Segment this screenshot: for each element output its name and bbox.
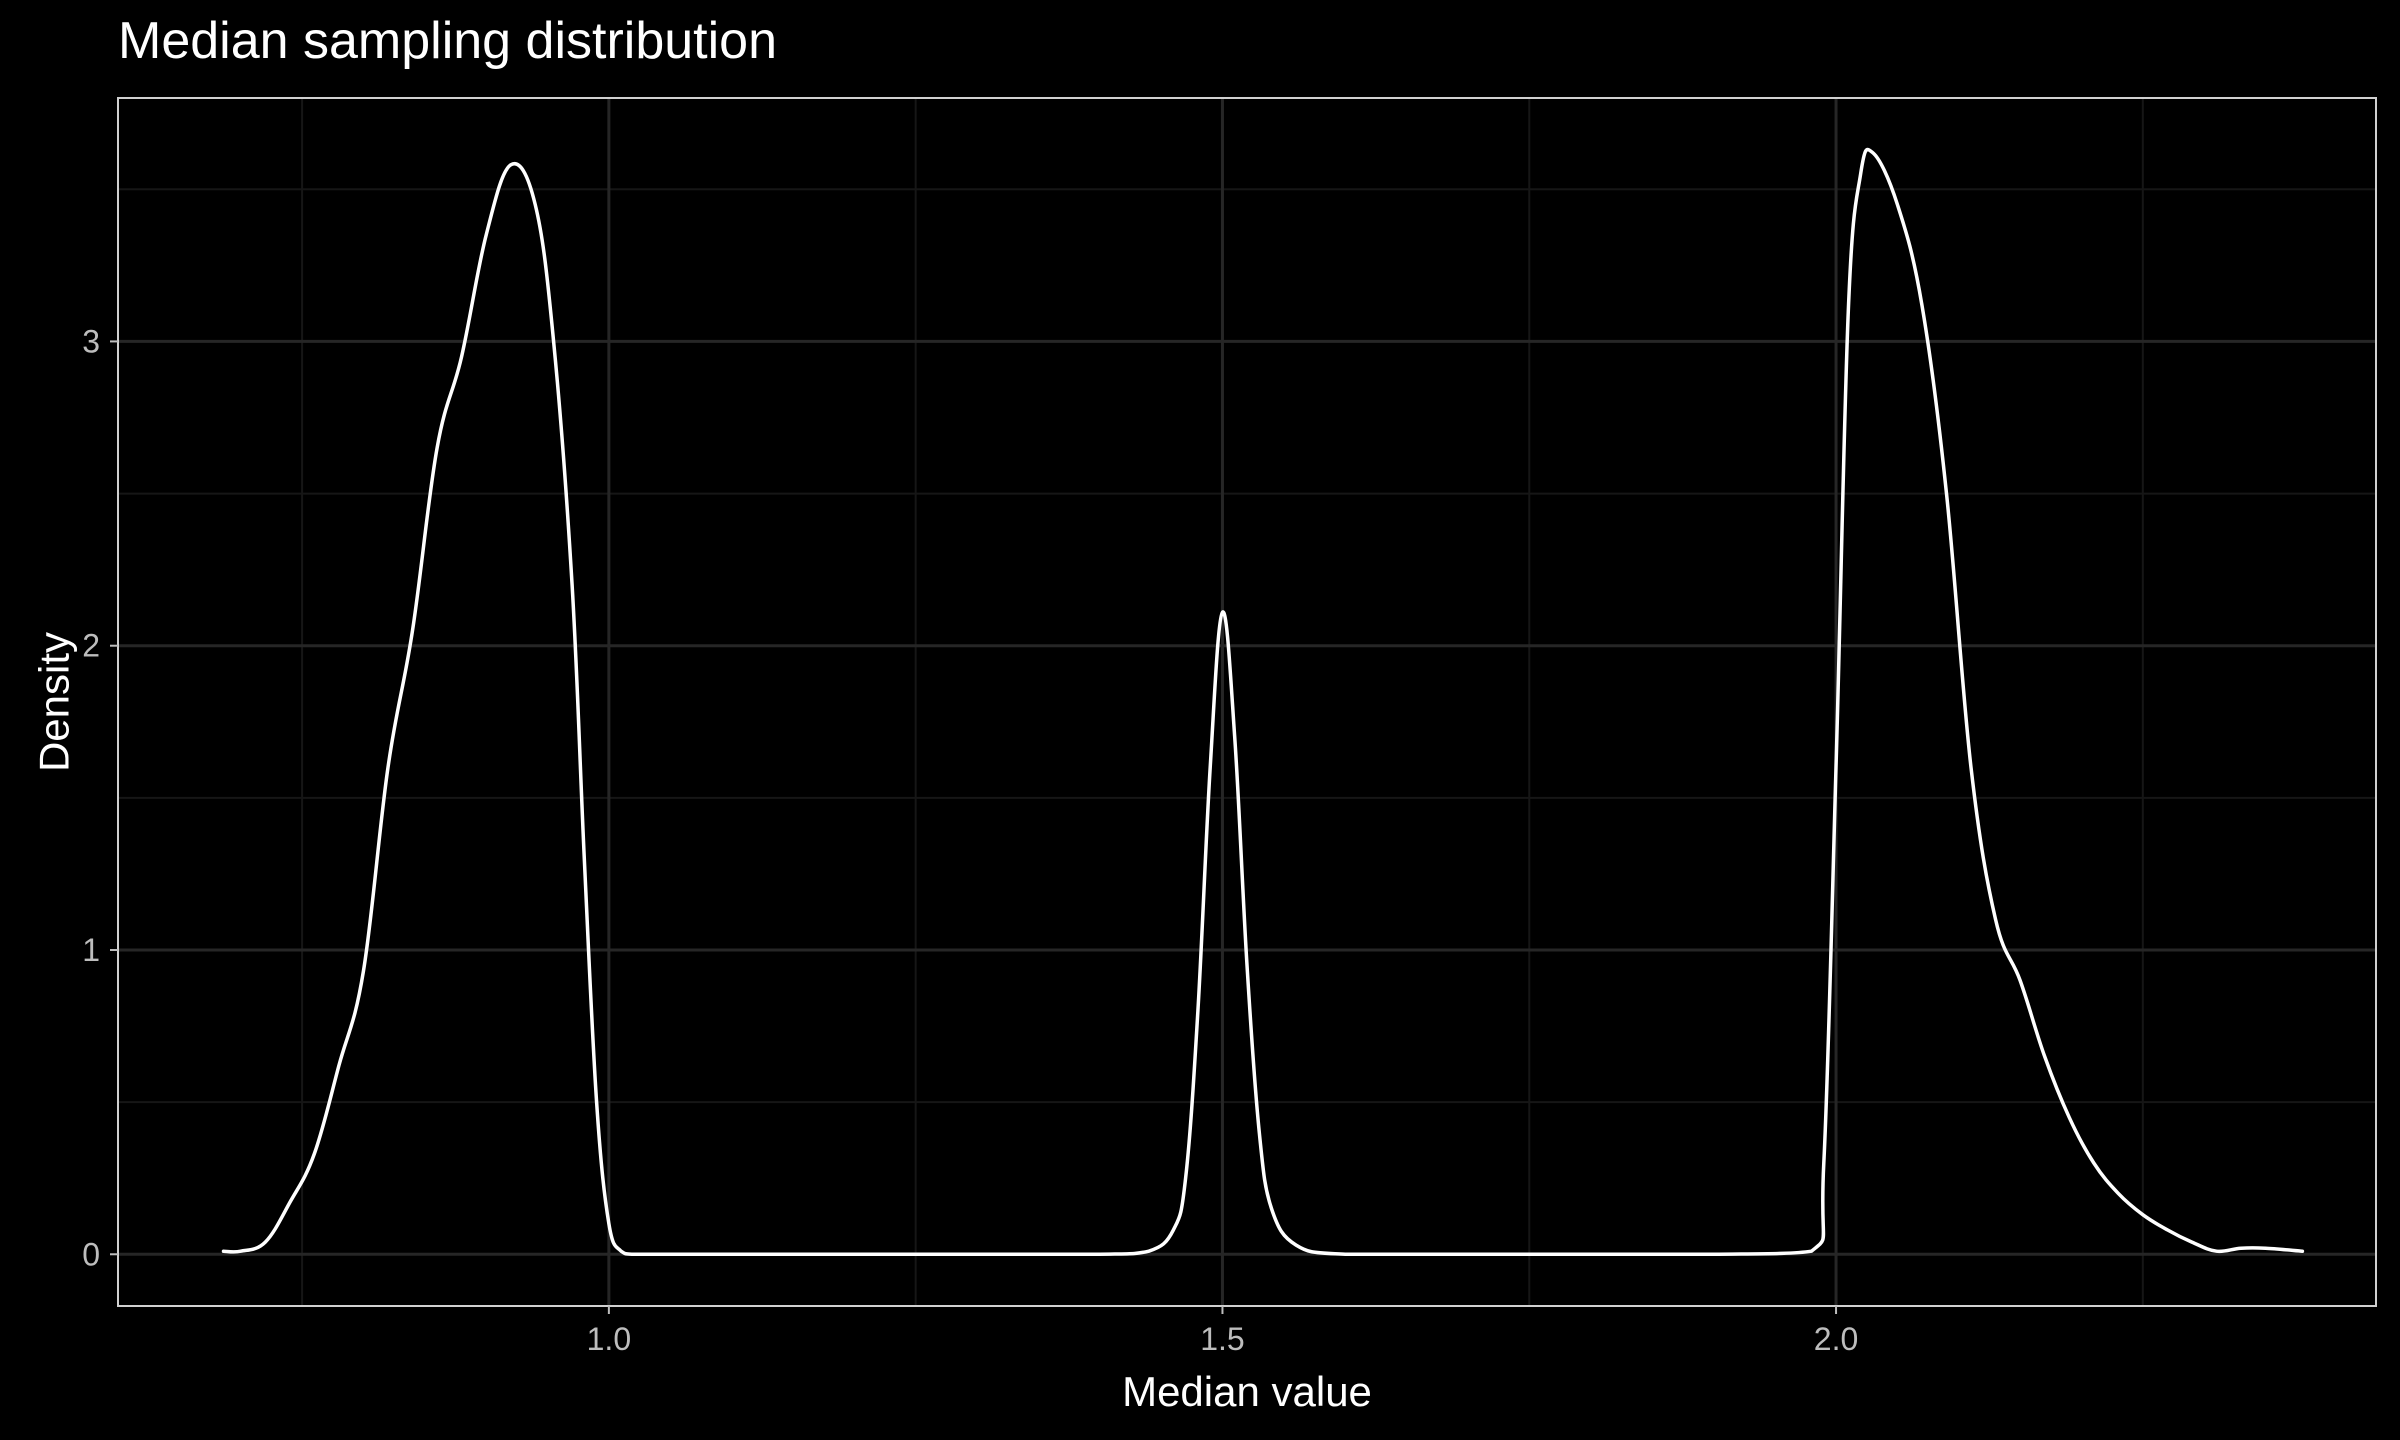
x-tick-label: 1.0 (587, 1321, 631, 1357)
y-tick-label: 3 (82, 323, 100, 359)
x-axis-title: Median value (1122, 1368, 1372, 1415)
chart-title: Median sampling distribution (118, 12, 777, 70)
density-curve (221, 147, 2305, 1257)
y-tick-label: 1 (82, 932, 100, 968)
plot-area (221, 147, 2305, 1257)
axes: 1.0 1.5 2.0 0 1 2 3 (82, 323, 1858, 1357)
y-tick-label: 0 (82, 1236, 100, 1272)
x-tick-label: 1.5 (1200, 1321, 1244, 1357)
x-tick-label: 2.0 (1814, 1321, 1858, 1357)
y-tick-label: 2 (82, 628, 100, 664)
y-axis-title: Density (31, 632, 78, 772)
panel-border (117, 97, 2377, 1307)
